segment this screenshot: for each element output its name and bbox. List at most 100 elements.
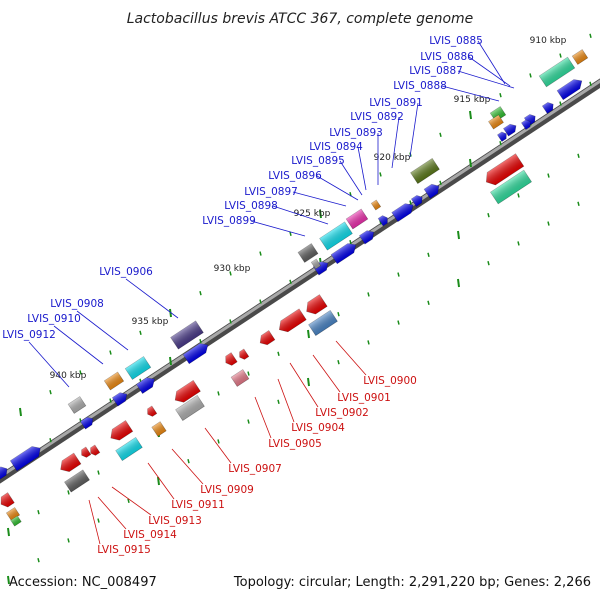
reverse-label-leader: [171, 448, 204, 485]
forward-label-leader: [272, 205, 329, 225]
forward-label-leader: [53, 325, 104, 365]
genome-summary-text: Topology: circular; Length: 2,291,220 bp…: [233, 575, 591, 590]
forward-gene-arrow: [503, 123, 517, 137]
forward-gene-arrow: [538, 56, 576, 88]
position-tick: [367, 340, 370, 345]
reverse-gene-label: LVIS_0915: [97, 544, 151, 556]
kbp-scale-label: 925 kbp: [294, 209, 331, 219]
position-tick: [7, 527, 10, 537]
kbp-scale-label: 920 kbp: [374, 153, 411, 163]
reverse-label-leader: [277, 378, 295, 423]
forward-gene-label: LVIS_0910: [27, 313, 81, 325]
position-tick: [499, 93, 502, 98]
forward-gene-arrow: [410, 195, 423, 207]
position-tick: [517, 193, 520, 198]
forward-gene-label: LVIS_0912: [2, 329, 56, 341]
position-tick: [319, 209, 322, 219]
forward-gene-arrow: [297, 243, 319, 263]
forward-gene-label: LVIS_0899: [202, 215, 256, 227]
forward-label-leader: [357, 146, 367, 191]
reverse-gene-arrow: [259, 330, 276, 346]
position-tick: [307, 329, 310, 339]
position-tick: [559, 53, 562, 58]
forward-gene-arrow: [521, 119, 531, 130]
forward-label-leader: [250, 220, 306, 237]
forward-label-leader: [76, 310, 129, 351]
reverse-gene-arrow: [308, 309, 338, 337]
forward-label-leader: [441, 85, 500, 102]
reverse-gene-arrow: [490, 169, 532, 205]
position-tick: [277, 351, 280, 356]
position-tick: [529, 73, 532, 78]
kbp-scale-label: 930 kbp: [214, 264, 251, 274]
reverse-gene-arrow: [306, 294, 328, 315]
forward-gene-arrow: [111, 392, 128, 407]
forward-gene-arrow: [9, 446, 41, 472]
position-tick: [379, 172, 382, 177]
reverse-gene-arrow: [5, 507, 21, 521]
reverse-gene-arrow: [225, 352, 238, 366]
position-tick: [547, 173, 550, 178]
kbp-scale-label: 940 kbp: [50, 371, 87, 381]
position-tick: [169, 356, 172, 366]
forward-gene-label: LVIS_0887: [409, 65, 463, 77]
forward-label-leader: [316, 175, 359, 201]
position-tick: [109, 398, 112, 403]
forward-gene-arrow: [80, 416, 94, 430]
position-tick: [109, 350, 112, 355]
reverse-label-leader: [97, 496, 127, 530]
position-tick: [547, 221, 550, 226]
position-tick: [289, 231, 292, 236]
forward-gene-arrow: [370, 199, 382, 211]
position-tick: [229, 319, 232, 324]
reverse-label-leader: [88, 499, 101, 545]
reverse-gene-label: LVIS_0907: [228, 463, 282, 475]
position-tick: [7, 575, 10, 585]
position-tick: [457, 230, 460, 240]
reverse-gene-arrow: [110, 420, 134, 441]
reverse-gene-arrow: [239, 348, 250, 360]
position-tick: [577, 153, 580, 158]
reverse-gene-label: LVIS_0900: [363, 375, 417, 387]
position-tick: [37, 510, 40, 515]
forward-gene-label: LVIS_0894: [309, 141, 363, 153]
position-tick: [127, 498, 130, 503]
forward-gene-arrow: [497, 131, 507, 142]
position-tick: [397, 272, 400, 277]
forward-label-leader: [28, 341, 70, 388]
reverse-gene-label: LVIS_0901: [337, 392, 391, 404]
position-tick: [589, 33, 592, 38]
position-tick: [199, 339, 202, 344]
kbp-scale-label: 915 kbp: [454, 95, 491, 105]
reverse-gene-arrow: [485, 153, 525, 186]
position-tick: [559, 101, 562, 106]
position-tick: [469, 158, 472, 168]
position-tick: [259, 251, 262, 256]
reverse-gene-arrow: [230, 369, 250, 387]
position-tick: [37, 558, 40, 563]
forward-gene-arrow: [423, 183, 440, 199]
reverse-gene-arrow: [90, 444, 101, 456]
forward-gene-label: LVIS_0895: [291, 155, 345, 167]
position-tick: [439, 180, 442, 185]
forward-gene-arrow: [170, 320, 204, 350]
reverse-gene-label: LVIS_0913: [148, 515, 202, 527]
forward-gene-label: LVIS_0908: [50, 298, 104, 310]
label-leader-lines: [28, 40, 515, 545]
forward-gene-arrow: [345, 208, 369, 230]
reverse-gene-arrow: [151, 421, 167, 437]
position-tick: [427, 252, 430, 257]
reverse-label-leader: [111, 486, 152, 516]
reverse-label-leader: [254, 396, 272, 439]
forward-gene-arrow: [182, 343, 209, 365]
reverse-gene-arrow: [0, 492, 15, 508]
position-tick: [49, 438, 52, 443]
position-tick: [97, 518, 100, 523]
forward-gene-arrow: [488, 114, 504, 130]
reverse-gene-label: LVIS_0914: [123, 529, 177, 541]
forward-gene-arrow: [136, 377, 155, 394]
position-tick: [487, 261, 490, 266]
position-tick: [79, 370, 82, 375]
kbp-scale-label: 935 kbp: [132, 317, 169, 327]
forward-label-leader: [292, 191, 347, 207]
